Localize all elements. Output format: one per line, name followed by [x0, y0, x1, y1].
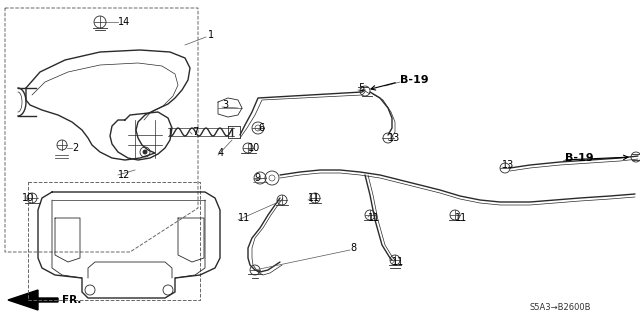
Text: 12: 12 [118, 170, 131, 180]
Text: 4: 4 [218, 148, 224, 158]
Text: 11: 11 [238, 213, 250, 223]
Text: S5A3→B2600B: S5A3→B2600B [530, 303, 591, 313]
Text: 11: 11 [308, 193, 320, 203]
Text: B-19: B-19 [565, 153, 594, 163]
Text: 14: 14 [118, 17, 131, 27]
Text: 8: 8 [350, 243, 356, 253]
Text: 7: 7 [192, 127, 198, 137]
Text: 2: 2 [72, 143, 78, 153]
Circle shape [143, 150, 147, 154]
Text: 10: 10 [22, 193, 35, 203]
Text: 13: 13 [388, 133, 400, 143]
Polygon shape [8, 290, 58, 310]
Text: 11: 11 [392, 257, 404, 267]
Text: 5: 5 [358, 83, 364, 93]
Text: 13: 13 [502, 160, 515, 170]
Text: 11: 11 [368, 213, 380, 223]
Text: B-19: B-19 [400, 75, 429, 85]
Text: 11: 11 [455, 213, 467, 223]
Text: 6: 6 [258, 123, 264, 133]
Text: 1: 1 [208, 30, 214, 40]
Text: FR.: FR. [62, 295, 81, 305]
Text: 9: 9 [254, 173, 260, 183]
Text: 10: 10 [248, 143, 260, 153]
Text: 3: 3 [222, 100, 228, 110]
